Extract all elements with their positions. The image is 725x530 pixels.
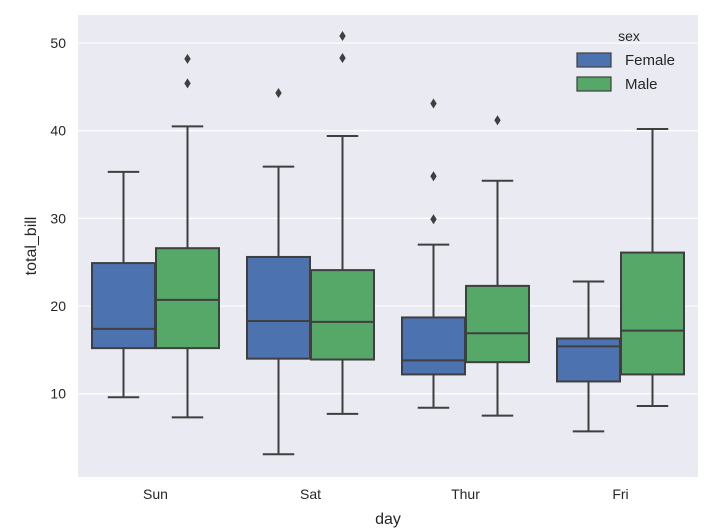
box-series (91, 31, 685, 456)
plot-background (78, 15, 698, 477)
box-male-sat (310, 31, 375, 415)
x-tick-label-fri: Fri (612, 486, 628, 502)
box-female-sun (91, 170, 156, 399)
outlier-female-sat-1 (275, 88, 282, 99)
legend: sex Female Male (576, 28, 675, 93)
legend-label-male: Male (625, 76, 658, 93)
box-body-male-sat (310, 269, 375, 361)
y-tick-labels: 10 20 30 40 50 (50, 35, 66, 402)
box-female-sat (246, 88, 311, 456)
box-male-fri (620, 127, 685, 407)
x-tick-label-sat: Sat (300, 486, 321, 502)
x-tick-label-thur: Thur (451, 486, 480, 502)
y-axis-label: total_bill (23, 217, 40, 276)
y-tick-label-40: 40 (50, 123, 66, 139)
box-body-male-fri (620, 251, 685, 376)
box-male-sun (155, 53, 220, 419)
outlier-female-thur-3 (430, 98, 437, 109)
legend-title: sex (618, 28, 640, 44)
y-tick-label-30: 30 (50, 210, 66, 226)
box-body-male-thur (465, 284, 530, 364)
legend-swatch-male (576, 76, 612, 92)
x-tick-label-sun: Sun (143, 486, 168, 502)
legend-swatch-female (576, 52, 612, 68)
x-axis-label: day (375, 511, 401, 528)
outlier-male-sat-2 (339, 31, 346, 42)
outlier-male-thur-1 (494, 115, 501, 126)
outlier-male-sun-2 (184, 53, 191, 64)
box-female-fri (556, 280, 621, 433)
outlier-male-sun-1 (184, 78, 191, 89)
legend-label-female: Female (625, 52, 675, 69)
y-tick-label-20: 20 (50, 298, 66, 314)
outlier-female-thur-1 (430, 214, 437, 225)
box-female-thur (401, 98, 466, 409)
box-body-female-sun (91, 262, 156, 350)
box-body-male-sun (155, 247, 220, 350)
outlier-female-thur-2 (430, 171, 437, 182)
y-tick-label-50: 50 (50, 35, 66, 51)
box-body-female-fri (556, 337, 621, 383)
x-tick-labels: Sun Sat Thur Fri (143, 486, 629, 502)
y-tick-label-10: 10 (50, 386, 66, 402)
outlier-male-sat-1 (339, 52, 346, 63)
box-male-thur (465, 115, 530, 417)
box-body-female-thur (401, 316, 466, 376)
box-body-female-sat (246, 255, 311, 360)
